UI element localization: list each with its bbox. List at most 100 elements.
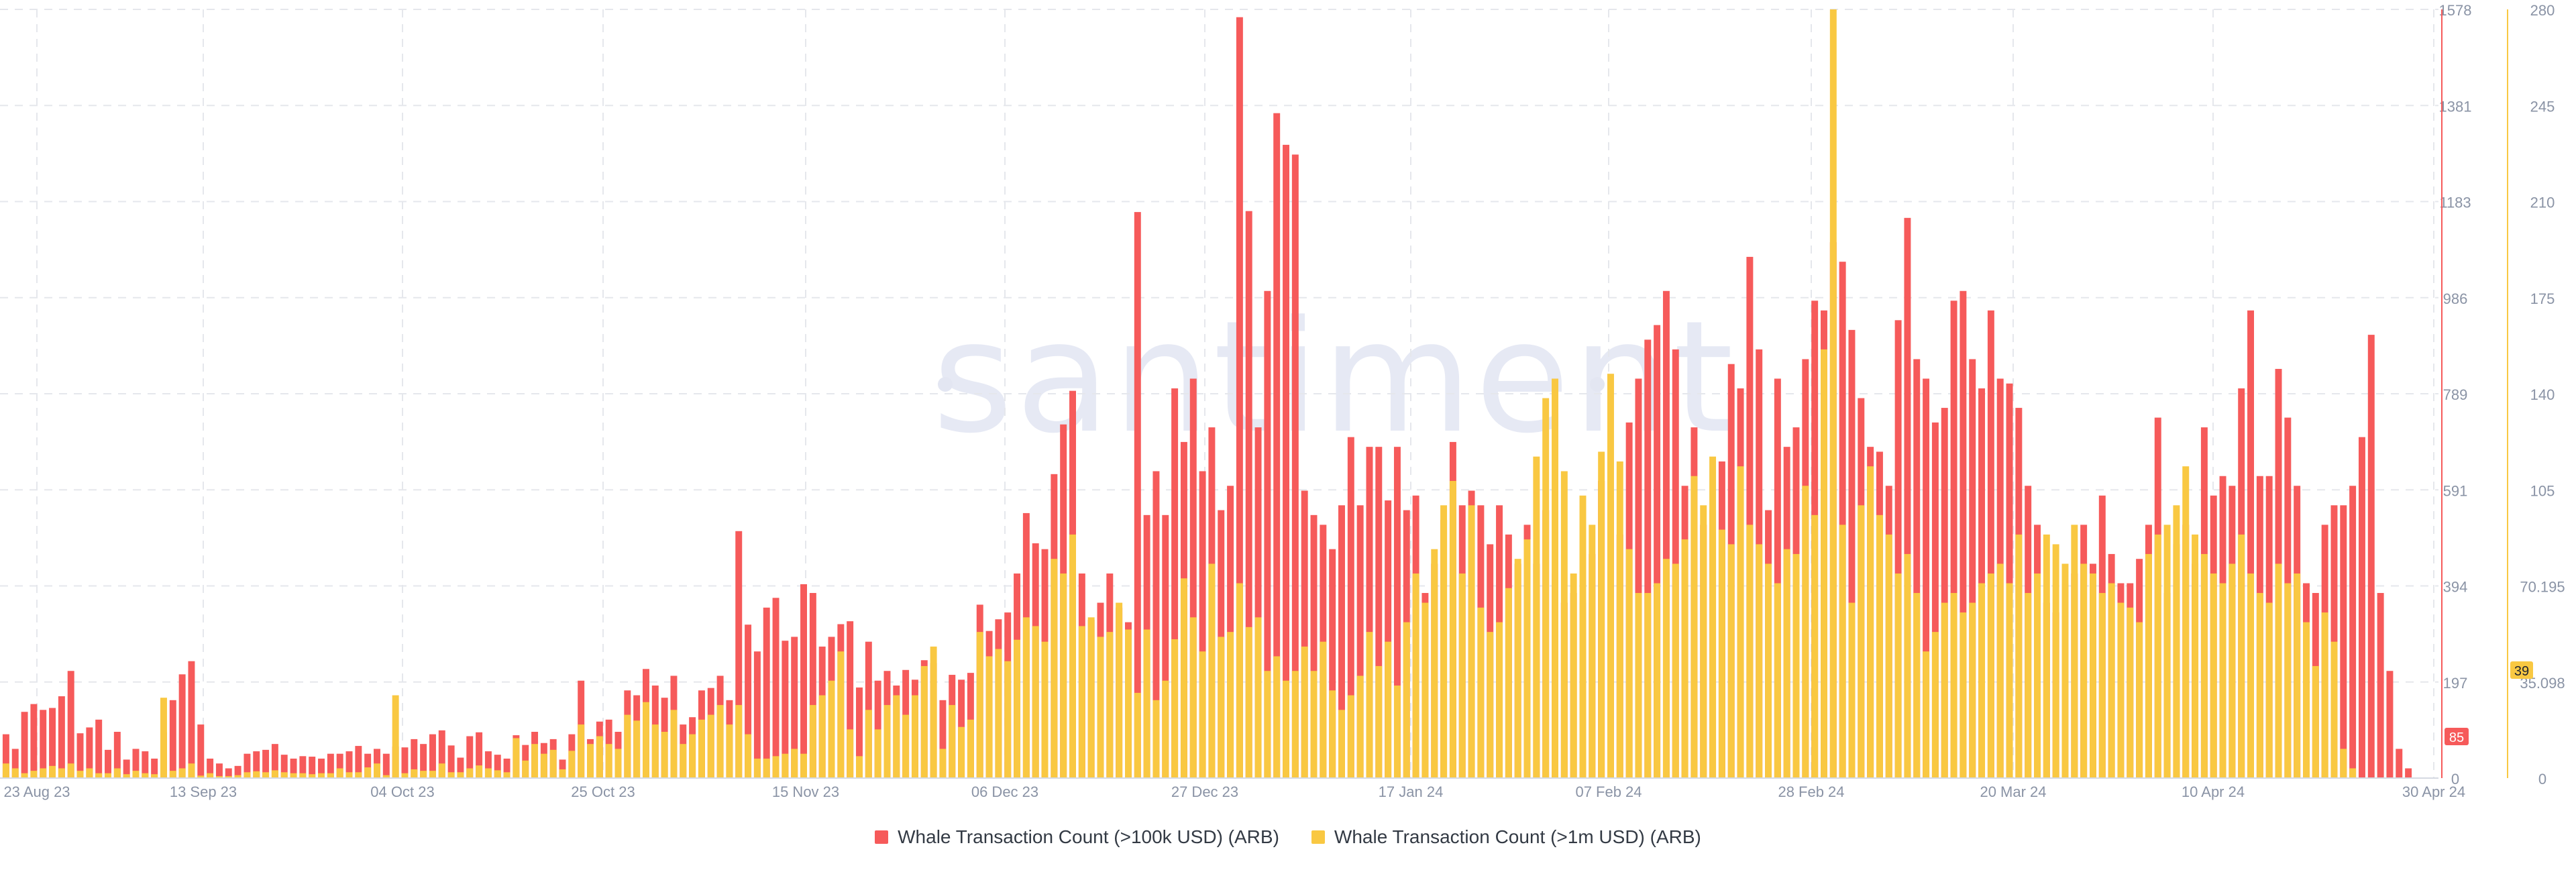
bar-1m [1867, 466, 1874, 778]
bar-1m [1931, 632, 1939, 778]
bar-1m [1579, 495, 1587, 778]
bar-100k [234, 765, 241, 778]
bar-1m [382, 775, 390, 778]
bar-1m [1598, 451, 1605, 778]
bar-1m [253, 771, 260, 778]
bar-100k [1134, 212, 1141, 778]
bar-1m [1264, 671, 1271, 778]
bar-1m [1458, 573, 1466, 778]
bar-1m [513, 738, 520, 778]
y-left-tick-label: 1381 [2439, 98, 2472, 115]
legend-item-100k[interactable]: Whale Transaction Count (>100k USD) (ARB… [875, 826, 1279, 848]
x-tick-label: 20 Mar 24 [1980, 783, 2046, 800]
bar-1m [2089, 573, 2096, 778]
bar-1m [1737, 466, 1744, 778]
bar-1m [1087, 617, 1095, 778]
bar-100k [1264, 290, 1271, 778]
bar-100k [1913, 359, 1921, 778]
bar-1m [2127, 607, 2134, 778]
bar-100k [939, 700, 947, 778]
bar-1m [1607, 374, 1614, 778]
bar-1m [374, 763, 380, 778]
bar-100k [309, 757, 316, 778]
bar-100k [466, 736, 474, 778]
bar-1m [1616, 461, 1623, 778]
bar-1m [772, 756, 780, 778]
bar-100k [1152, 471, 1160, 778]
bar-1m [2275, 563, 2282, 778]
bar-100k [1839, 262, 1846, 778]
bar-100k [2006, 383, 2013, 778]
bar-100k [2, 734, 9, 778]
bar-100k [253, 751, 260, 778]
bar-1m [1523, 539, 1531, 778]
bar-series [2, 9, 2412, 779]
bar-1m [1505, 588, 1512, 778]
bar-1m [976, 632, 983, 778]
bar-1m [2136, 622, 2143, 778]
bar-100k [1987, 310, 1994, 778]
bar-100k [420, 744, 427, 778]
bar-1m [985, 656, 993, 778]
axes: 0197394591789986118313811578035.09870.19… [0, 2, 2565, 800]
y-right-tick-label: 280 [2530, 2, 2555, 19]
bar-100k [49, 708, 56, 778]
bar-100k [1254, 427, 1262, 778]
bar-1m [2247, 573, 2255, 778]
legend-item-1m[interactable]: Whale Transaction Count (>1m USD) (ARB) [1311, 826, 1701, 848]
y-left-tick-label: 986 [2443, 290, 2468, 307]
bar-1m [1978, 583, 1986, 778]
bar-100k [476, 732, 483, 778]
bar-1m [1171, 639, 1179, 778]
bar-1m [818, 695, 826, 778]
bar-100k [401, 747, 409, 778]
bar-1m [1199, 651, 1206, 778]
bar-1m [1960, 612, 1967, 778]
bar-100k [438, 730, 445, 778]
bar-100k [336, 753, 343, 778]
bar-1m [411, 769, 418, 778]
legend-swatch-1m [1311, 830, 1325, 844]
y-right-tick-label: 105 [2530, 482, 2555, 499]
bar-100k [280, 755, 288, 778]
bar-100k [2396, 749, 2403, 778]
bar-1m [2117, 602, 2125, 778]
bar-1m [540, 753, 547, 778]
y-right-tick-label: 210 [2530, 195, 2555, 211]
bar-100k [1347, 437, 1354, 778]
bar-1m [837, 651, 845, 778]
bar-1m [1589, 525, 1596, 778]
bar-1m [1672, 563, 1679, 778]
bar-1m [142, 773, 149, 778]
bar-1m [1654, 583, 1661, 778]
bar-1m [1468, 505, 1475, 778]
bar-1m [1635, 593, 1642, 778]
bar-100k [1338, 505, 1345, 778]
bar-1m [1718, 529, 1725, 778]
bar-100k [178, 674, 186, 778]
bar-100k [1923, 378, 1930, 778]
bar-1m [160, 698, 167, 778]
bar-100k [197, 724, 205, 778]
bar-100k [1960, 290, 1967, 778]
bar-100k [262, 749, 270, 778]
bar-1m [2192, 534, 2199, 778]
bar-1m [1802, 486, 1809, 778]
bar-100k [271, 744, 278, 778]
bar-100k [299, 756, 307, 778]
bar-1m [1403, 622, 1410, 778]
bar-1m [902, 714, 910, 778]
bar-100k [1774, 378, 1781, 778]
bar-100k [1635, 378, 1642, 778]
bar-1m [568, 751, 576, 778]
x-tick-label: 17 Jan 24 [1379, 783, 1444, 800]
bar-1m [522, 760, 529, 778]
bar-100k [1969, 359, 1976, 778]
bar-1m [578, 724, 585, 778]
bar-1m [1904, 553, 1911, 778]
bar-1m [40, 768, 47, 778]
bar-100k [447, 745, 455, 778]
bar-100k [2358, 437, 2365, 778]
bar-1m [1987, 573, 1994, 778]
bar-100k [503, 758, 511, 778]
